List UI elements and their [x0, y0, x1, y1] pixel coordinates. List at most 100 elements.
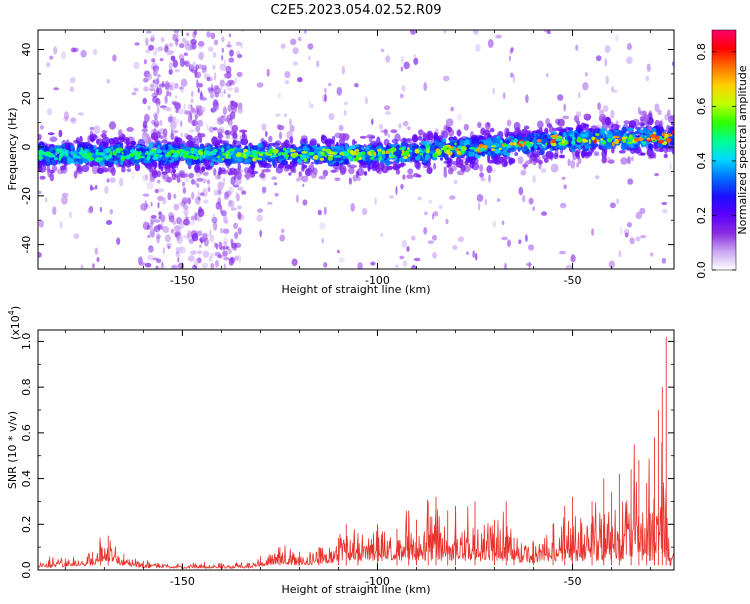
heatmap-speckle — [190, 38, 197, 46]
heatmap-speckle — [171, 173, 177, 181]
heatmap-speckle — [445, 218, 449, 225]
heatmap-cell — [322, 169, 329, 177]
heatmap-cell — [667, 109, 671, 118]
heatmap-cell — [595, 139, 600, 142]
heatmap-speckle — [230, 104, 237, 114]
heatmap-speckle — [222, 228, 230, 234]
heatmap-cell — [156, 179, 161, 184]
heatmap-speckle — [187, 197, 191, 205]
heatmap-speckle — [155, 98, 161, 106]
heatmap-cell — [547, 139, 551, 145]
heatmap-speckle — [194, 135, 200, 141]
heatmap-cell — [123, 136, 130, 145]
heatmap-speckle — [210, 107, 217, 113]
heatmap-speckle — [328, 113, 335, 121]
heatmap-speckle — [222, 106, 228, 115]
heatmap-cell — [95, 149, 100, 152]
heatmap-speckle — [155, 229, 160, 238]
heatmap-speckle — [212, 104, 219, 112]
heatmap-speckle — [209, 229, 212, 237]
heatmap-cell — [575, 149, 581, 155]
heatmap-speckle — [669, 162, 672, 171]
heatmap-speckle — [409, 30, 417, 35]
heatmap-speckle — [227, 79, 234, 83]
heatmap-speckle — [319, 222, 326, 230]
heatmap-speckle — [140, 203, 148, 211]
heatmap-cell — [667, 115, 674, 124]
heatmap-speckle — [284, 71, 291, 79]
heatmap-speckle — [626, 43, 632, 51]
heatmap-speckle — [220, 114, 226, 118]
heatmap-cell — [125, 159, 132, 168]
heatmap-cell — [379, 168, 384, 172]
heatmap-speckle — [96, 256, 100, 263]
heatmap-speckle — [141, 131, 148, 141]
heatmap-speckle — [567, 158, 571, 167]
heatmap-speckle — [194, 69, 198, 79]
heatmap-cell — [575, 111, 582, 118]
heatmap-cell — [577, 143, 582, 151]
heatmap-cell — [173, 152, 178, 156]
heatmap-cell — [329, 139, 335, 149]
heatmap-cell — [627, 127, 634, 132]
heatmap-speckle — [131, 171, 135, 175]
heatmap-speckle — [492, 87, 495, 95]
heatmap-speckle — [143, 86, 149, 92]
heatmap-cell — [417, 135, 423, 141]
heatmap-speckle — [151, 58, 156, 63]
heatmap-cell — [38, 133, 42, 141]
heatmap-cell — [371, 135, 376, 139]
heatmap-speckle — [223, 237, 229, 247]
heatmap-cell — [577, 157, 582, 164]
heatmap-cell — [89, 133, 97, 142]
heatmap-speckle — [323, 262, 328, 268]
heatmap-speckle — [280, 43, 286, 49]
heatmap-cell — [297, 148, 302, 152]
heatmap-cell — [264, 162, 272, 169]
heatmap-cell — [279, 152, 282, 156]
heatmap-cell — [247, 157, 251, 165]
heatmap-speckle — [639, 207, 646, 215]
heatmap-speckle — [68, 210, 72, 219]
heatmap-cell — [207, 145, 211, 151]
heatmap-cell — [220, 169, 228, 175]
heatmap-speckle — [431, 213, 435, 220]
heatmap-speckle — [525, 234, 528, 243]
heatmap-speckle — [597, 102, 601, 111]
heatmap-speckle — [265, 130, 268, 137]
heatmap-speckle — [199, 96, 205, 101]
heatmap-speckle — [209, 252, 214, 259]
heatmap-speckle — [402, 260, 408, 268]
heatmap-cell — [94, 157, 101, 163]
heatmap-cell — [310, 171, 317, 179]
heatmap-speckle — [180, 132, 183, 138]
heatmap-cell — [543, 134, 548, 140]
heatmap-speckle — [541, 211, 548, 216]
heatmap-cell — [100, 156, 104, 161]
heatmap-cell — [547, 153, 553, 160]
heatmap-cell — [527, 159, 533, 165]
heatmap-speckle — [190, 216, 195, 221]
heatmap-speckle — [166, 90, 170, 97]
heatmap-cell — [266, 153, 273, 156]
y-tick-label: 20 — [20, 91, 33, 105]
heatmap-cell — [551, 138, 556, 144]
heatmap-speckle — [144, 262, 152, 268]
heatmap-speckle — [472, 250, 476, 259]
heatmap-speckle — [210, 32, 216, 40]
heatmap-speckle — [191, 108, 197, 115]
heatmap-cell — [642, 141, 647, 145]
heatmap-cell — [327, 156, 333, 161]
heatmap-cell — [188, 172, 194, 179]
heatmap-speckle — [235, 41, 242, 46]
heatmap-speckle — [156, 87, 160, 93]
heatmap-cell — [571, 146, 579, 150]
heatmap-speckle — [661, 201, 668, 206]
heatmap-speckle — [156, 107, 160, 115]
heatmap-cell — [268, 135, 273, 143]
heatmap-speckle — [476, 194, 484, 202]
heatmap-cell — [618, 150, 626, 154]
heatmap-cell — [383, 128, 388, 136]
heatmap-speckle — [183, 205, 189, 211]
heatmap-speckle — [661, 257, 667, 264]
